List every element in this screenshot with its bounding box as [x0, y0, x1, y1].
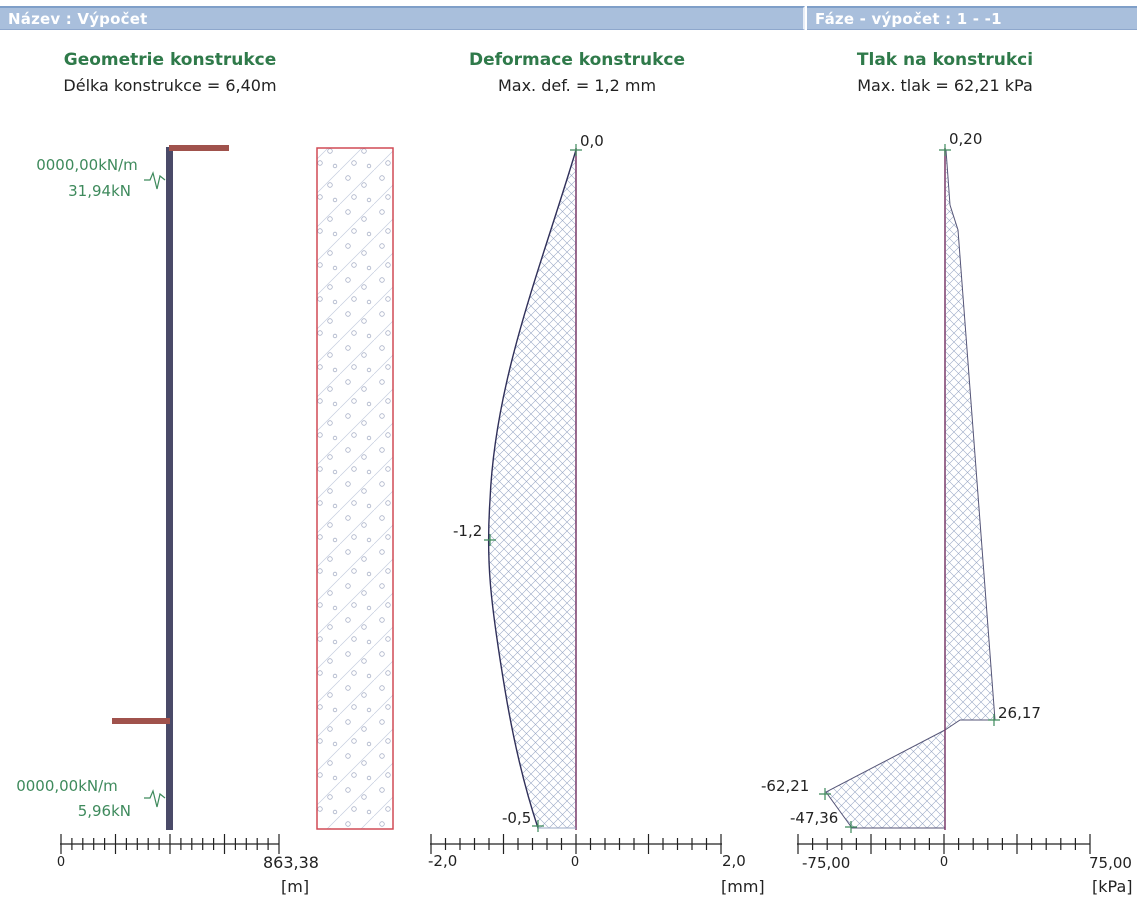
geometry-axis-ticks	[60, 834, 280, 854]
bottom-anchor-force: 5,96kN	[78, 802, 131, 820]
pressure-axis-max: 75,00	[1089, 854, 1132, 872]
deformation-subtitle: Max. def. = 1,2 mm	[497, 76, 657, 95]
pressure-left-curve	[825, 729, 946, 829]
deformation-axis-ticks	[430, 834, 722, 854]
pressure-axis-zero: 0	[940, 855, 948, 870]
pressure-top-marker	[939, 144, 951, 156]
pressure-axis-min: -75,00	[802, 854, 850, 872]
bottom-anchor-stiffness: 0000,00kN/m	[16, 777, 118, 795]
pressure-subtitle: Max. tlak = 62,21 kPa	[857, 76, 1033, 95]
deformation-area	[488, 150, 576, 828]
geometry-subtitle: Délka konstrukce = 6,40m	[63, 76, 277, 95]
bottom-spring-icon	[144, 789, 166, 808]
deformation-axis-max: 2,0	[722, 852, 746, 870]
pressure-label-top: 0,20	[949, 130, 982, 148]
geometry-axis-unit: [m]	[281, 877, 309, 896]
pressure-axis-ticks	[797, 834, 1091, 854]
bottom-anchor	[112, 718, 170, 724]
deformation-bottom-marker	[532, 820, 544, 832]
name-label: Název : Výpočet	[0, 6, 805, 30]
pressure-axis-unit: [kPa]	[1092, 877, 1132, 896]
top-anchor-stiffness: 0000,00kN/m	[36, 156, 138, 174]
deformation-axis-zero: 0	[571, 855, 579, 870]
top-anchor-force: 31,94kN	[68, 182, 131, 200]
pressure-right-area	[945, 150, 995, 730]
deformation-label-max: -1,2	[453, 522, 482, 540]
pressure-label-left-bottom: -47,36	[790, 809, 838, 827]
deformation-axis-unit: [mm]	[721, 877, 765, 896]
geometry-axis-end: 863,38	[263, 853, 319, 872]
pressure-label-right: 26,17	[998, 704, 1041, 722]
top-spring-icon	[144, 171, 166, 190]
deformation-top-marker	[570, 144, 582, 156]
pressure-right-curve	[944, 149, 996, 731]
wall-member	[166, 147, 173, 830]
pressure-right-marker	[988, 714, 1000, 726]
pressure-title: Tlak na konstrukci	[856, 50, 1034, 70]
pressure-left-max-marker	[819, 788, 831, 800]
pressure-label-left-max: -62,21	[761, 777, 809, 795]
top-anchor	[169, 145, 229, 151]
deformation-title: Deformace konstrukce	[468, 50, 686, 70]
deformation-axis-min: -2,0	[428, 852, 457, 870]
geometry-title: Geometrie konstrukce	[63, 50, 277, 70]
deformation-label-bottom: -0,5	[502, 809, 531, 827]
pressure-left-area	[826, 730, 945, 828]
deformation-max-marker	[484, 534, 496, 546]
deformation-panel	[430, 144, 722, 854]
geometry-axis-start: 0	[57, 855, 65, 870]
geometry-panel	[60, 145, 394, 854]
pressure-left-bottom-marker	[845, 821, 857, 833]
pressure-panel	[797, 144, 1091, 854]
phase-label: Fáze - výpočet : 1 - -1	[807, 6, 1137, 30]
soil-block	[316, 147, 394, 830]
deformation-label-top: 0,0	[580, 132, 604, 150]
title-bar: Název : Výpočet Fáze - výpočet : 1 - -1	[0, 0, 1137, 30]
deformation-curve	[487, 149, 577, 829]
